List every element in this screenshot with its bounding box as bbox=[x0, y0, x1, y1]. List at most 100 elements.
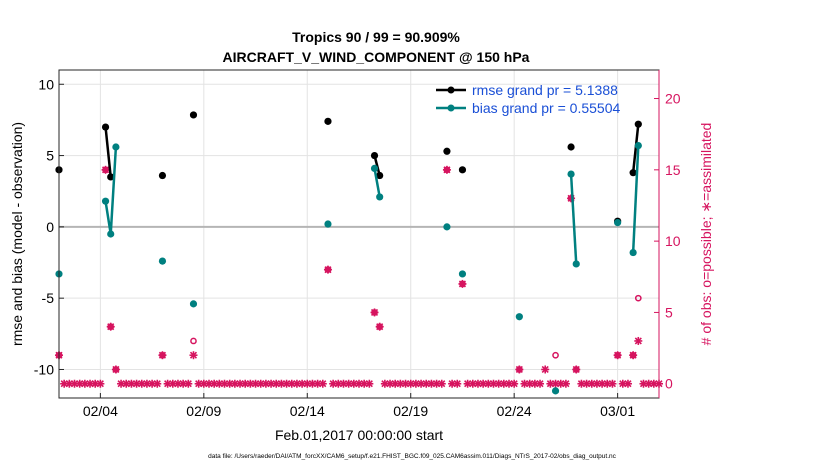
obs-assimilated-point bbox=[442, 165, 451, 174]
bias-line-segment bbox=[631, 145, 640, 253]
rmse-point bbox=[376, 171, 384, 180]
bias-point bbox=[567, 170, 575, 178]
obs-assimilated-point bbox=[437, 379, 446, 388]
y-right-tick-label: 0 bbox=[665, 376, 673, 392]
obs-assimilated-point bbox=[210, 379, 219, 388]
y-right-tick-label: 10 bbox=[665, 233, 681, 249]
right-axis: 0 5 10 15 20 bbox=[654, 70, 681, 398]
rmse-line-segment bbox=[631, 124, 640, 173]
bias-point bbox=[324, 220, 332, 228]
rmse-line-segment bbox=[104, 126, 112, 178]
bias-point bbox=[107, 230, 115, 238]
y-left-tick-label: -5 bbox=[42, 290, 55, 306]
obs-assimilated-point bbox=[448, 379, 457, 388]
plot-area bbox=[59, 70, 659, 398]
x-tick-label: 03/01 bbox=[600, 403, 635, 419]
bias-point bbox=[376, 193, 384, 201]
y-axis-label-left: rmse and bias (model - observation) bbox=[9, 122, 25, 346]
x-tick-label: 02/19 bbox=[393, 403, 428, 419]
legend: rmse grand pr = 5.1388 bias grand pr = 0… bbox=[436, 82, 620, 116]
data-file-note: data file: /Users/raeder/DAI/ATM_forcXX/… bbox=[208, 453, 617, 460]
obs-assimilated-point bbox=[453, 379, 462, 388]
y-axis-label-right: # of obs: o=possible; ∗=assimilated bbox=[698, 123, 714, 346]
obs-assimilated-point bbox=[246, 379, 255, 388]
rmse-point bbox=[189, 111, 198, 119]
bias-point bbox=[572, 260, 580, 268]
obs-assimilated-point bbox=[282, 379, 291, 388]
obs-assimilated-point bbox=[318, 379, 327, 388]
obs-assimilated-point bbox=[184, 379, 193, 388]
obs-assimilated-point bbox=[158, 351, 167, 360]
obs-assimilated-point bbox=[101, 165, 110, 174]
rmse-point bbox=[443, 147, 451, 155]
obs-assimilated-point bbox=[623, 379, 632, 388]
obs-assimilated-point bbox=[541, 365, 550, 374]
obs-assimilated-point bbox=[111, 365, 120, 374]
obs-assimilated-point bbox=[417, 379, 426, 388]
bias-point bbox=[614, 218, 622, 227]
obs-assimilated-point bbox=[323, 265, 332, 274]
obs-assimilated-point bbox=[70, 379, 79, 388]
y-right-tick-label: 5 bbox=[665, 304, 673, 320]
obs-assimilated-point bbox=[608, 379, 617, 388]
obs-count-series bbox=[55, 165, 663, 388]
rmse-point bbox=[634, 120, 642, 128]
obs-assimilated-point bbox=[256, 379, 265, 388]
obs-assimilated-point bbox=[313, 379, 322, 388]
rmse-point bbox=[158, 171, 167, 180]
x-tick-label: 02/04 bbox=[83, 403, 118, 419]
obs-assimilated-point bbox=[458, 279, 467, 288]
rmse-point bbox=[629, 169, 637, 177]
rmse-point bbox=[107, 173, 115, 181]
obs-assimilated-point bbox=[598, 379, 607, 388]
obs-assimilated-point bbox=[106, 322, 115, 331]
obs-assimilated-point bbox=[189, 351, 198, 360]
bias-point bbox=[101, 197, 110, 205]
obs-assimilated-point bbox=[96, 379, 105, 388]
y-left-tick-label: -10 bbox=[34, 361, 54, 377]
obs-assimilated-point bbox=[577, 379, 586, 388]
obs-assimilated-point bbox=[561, 379, 570, 388]
bias-line-segment bbox=[373, 168, 381, 198]
obs-assimilated-point bbox=[137, 379, 146, 388]
obs-assimilated-point bbox=[432, 379, 441, 388]
obs-assimilated-point bbox=[173, 379, 182, 388]
obs-assimilated-point bbox=[572, 365, 581, 374]
bias-point bbox=[458, 270, 467, 278]
obs-assimilated-point bbox=[629, 351, 638, 360]
y-left-tick-label: 10 bbox=[38, 76, 54, 92]
obs-assimilated-point bbox=[510, 379, 519, 388]
bias-point bbox=[443, 223, 451, 231]
x-tick-label: 02/14 bbox=[290, 403, 325, 419]
bias-point bbox=[370, 164, 379, 172]
obs-assimilated-point bbox=[494, 379, 503, 388]
obs-assimilated-point bbox=[365, 379, 374, 388]
x-axis-label: Feb.01,2017 00:00:00 start bbox=[275, 427, 443, 443]
legend-bias-marker bbox=[447, 104, 455, 112]
x-axis: 02/04 02/09 02/14 02/19 02/24 03/01 bbox=[83, 393, 635, 419]
obs-possible-point bbox=[552, 351, 559, 359]
bias-point bbox=[629, 248, 637, 257]
obs-assimilated-point bbox=[153, 379, 162, 388]
obs-assimilated-point bbox=[406, 379, 415, 388]
bias-point bbox=[515, 313, 523, 321]
left-axis: -10 -5 0 5 10 bbox=[34, 76, 64, 377]
obs-possible-point bbox=[190, 337, 197, 345]
rmse-point bbox=[567, 143, 575, 151]
obs-assimilated-point bbox=[251, 379, 260, 388]
y-right-tick-label: 20 bbox=[665, 91, 681, 107]
bias-series bbox=[55, 141, 642, 395]
bias-point bbox=[189, 300, 198, 308]
chart-title-line1: Tropics 90 / 99 = 90.909% bbox=[292, 29, 460, 45]
obs-assimilated-point bbox=[634, 336, 643, 345]
y-left-tick-label: 5 bbox=[46, 148, 54, 164]
bias-line-segment bbox=[569, 174, 578, 265]
obs-assimilated-point bbox=[536, 379, 545, 388]
legend-rmse-marker bbox=[447, 86, 455, 94]
obs-assimilated-point bbox=[515, 365, 524, 374]
rmse-point bbox=[458, 166, 467, 174]
y-left-tick-label: 0 bbox=[46, 219, 54, 235]
bias-point bbox=[158, 257, 167, 265]
rmse-point bbox=[101, 123, 110, 131]
obs-assimilated-point bbox=[587, 379, 596, 388]
